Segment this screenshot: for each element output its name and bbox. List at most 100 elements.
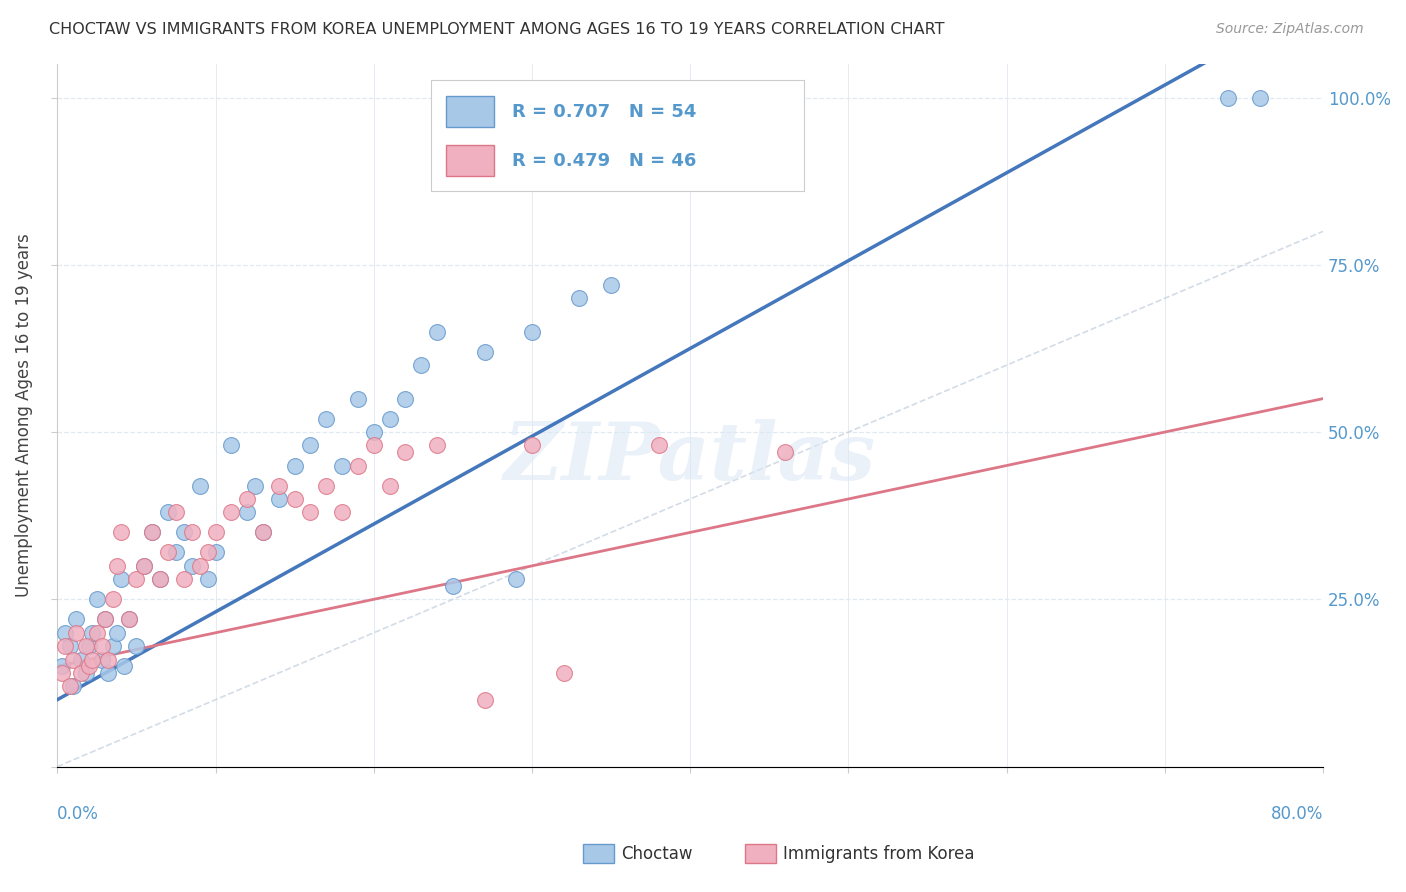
FancyBboxPatch shape — [430, 79, 804, 191]
Text: R = 0.479   N = 46: R = 0.479 N = 46 — [512, 152, 696, 170]
Point — [59, 639, 82, 653]
Point — [188, 558, 211, 573]
Point — [141, 525, 163, 540]
Point — [149, 572, 172, 586]
Point — [347, 392, 370, 406]
Point — [101, 639, 124, 653]
Point — [221, 505, 243, 519]
Point — [378, 411, 401, 425]
Point — [252, 525, 274, 540]
Point — [600, 277, 623, 292]
Text: ZIPatlas: ZIPatlas — [505, 418, 876, 496]
Point — [204, 525, 226, 540]
FancyBboxPatch shape — [446, 95, 494, 128]
Point — [330, 458, 353, 473]
Point — [197, 572, 219, 586]
Point — [65, 625, 87, 640]
Point — [82, 652, 104, 666]
Point — [243, 478, 266, 492]
Y-axis label: Unemployment Among Ages 16 to 19 years: Unemployment Among Ages 16 to 19 years — [15, 234, 32, 598]
Point — [97, 652, 120, 666]
Point — [236, 491, 259, 506]
Point — [299, 505, 322, 519]
Point — [180, 558, 202, 573]
Point — [315, 411, 337, 425]
Point — [107, 625, 129, 640]
Point — [75, 639, 97, 653]
Point — [426, 325, 449, 339]
Point — [75, 665, 97, 680]
Point — [70, 652, 93, 666]
Point — [267, 491, 290, 506]
Point — [474, 692, 496, 706]
Point — [394, 445, 416, 459]
Text: Immigrants from Korea: Immigrants from Korea — [783, 845, 974, 863]
Point — [53, 625, 76, 640]
Point — [110, 525, 132, 540]
Point — [53, 639, 76, 653]
FancyBboxPatch shape — [446, 145, 494, 177]
Point — [134, 558, 156, 573]
Point — [347, 458, 370, 473]
Point — [221, 438, 243, 452]
Point — [70, 665, 93, 680]
Point — [647, 438, 669, 452]
Point — [110, 572, 132, 586]
Point — [149, 572, 172, 586]
Point — [65, 612, 87, 626]
Point — [86, 625, 108, 640]
Text: 0.0%: 0.0% — [58, 805, 100, 823]
Point — [631, 124, 654, 138]
Point — [125, 572, 148, 586]
Point — [125, 639, 148, 653]
Point — [363, 425, 385, 439]
Point — [553, 665, 575, 680]
Point — [51, 665, 73, 680]
Point — [165, 545, 187, 559]
Point — [107, 558, 129, 573]
Point — [117, 612, 139, 626]
Text: CHOCTAW VS IMMIGRANTS FROM KOREA UNEMPLOYMENT AMONG AGES 16 TO 19 YEARS CORRELAT: CHOCTAW VS IMMIGRANTS FROM KOREA UNEMPLO… — [49, 22, 945, 37]
Point — [474, 344, 496, 359]
Point — [252, 525, 274, 540]
Point — [1218, 90, 1240, 104]
Point — [141, 525, 163, 540]
Point — [180, 525, 202, 540]
Point — [188, 478, 211, 492]
Point — [773, 445, 796, 459]
Point — [82, 625, 104, 640]
Text: Choctaw: Choctaw — [621, 845, 693, 863]
Point — [197, 545, 219, 559]
Point — [134, 558, 156, 573]
Point — [112, 659, 135, 673]
Point — [90, 639, 112, 653]
Point — [94, 612, 117, 626]
Point — [647, 90, 669, 104]
Text: R = 0.707   N = 54: R = 0.707 N = 54 — [512, 103, 696, 120]
Point — [86, 592, 108, 607]
Point — [165, 505, 187, 519]
Point — [173, 572, 195, 586]
Point — [284, 491, 307, 506]
Text: Source: ZipAtlas.com: Source: ZipAtlas.com — [1216, 22, 1364, 37]
Point — [97, 665, 120, 680]
Point — [411, 358, 433, 372]
Point — [394, 392, 416, 406]
Point — [77, 639, 100, 653]
Point — [157, 505, 180, 519]
Point — [315, 478, 337, 492]
Point — [284, 458, 307, 473]
Point — [62, 652, 84, 666]
Point — [173, 525, 195, 540]
Point — [204, 545, 226, 559]
Point — [77, 659, 100, 673]
Point — [299, 438, 322, 452]
Point — [157, 545, 180, 559]
Point — [267, 478, 290, 492]
Text: 80.0%: 80.0% — [1271, 805, 1323, 823]
Point — [236, 505, 259, 519]
Point — [505, 572, 527, 586]
Point — [117, 612, 139, 626]
Point — [62, 679, 84, 693]
Point — [51, 659, 73, 673]
